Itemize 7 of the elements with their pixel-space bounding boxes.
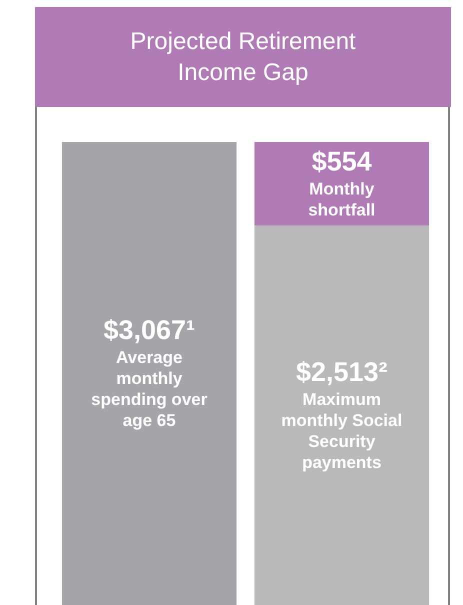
data-label: $554	[312, 146, 372, 176]
data-label: $3,067¹	[103, 314, 196, 345]
annotation: Monthly shortfall	[308, 180, 376, 220]
chart-title: Projected Retirement Income Gap	[129, 27, 357, 88]
data-label: $2,513²	[296, 356, 388, 387]
annotation: Average monthly spending over age 65	[91, 348, 208, 430]
annotation: Maximum monthly Social Security payments	[281, 390, 402, 472]
